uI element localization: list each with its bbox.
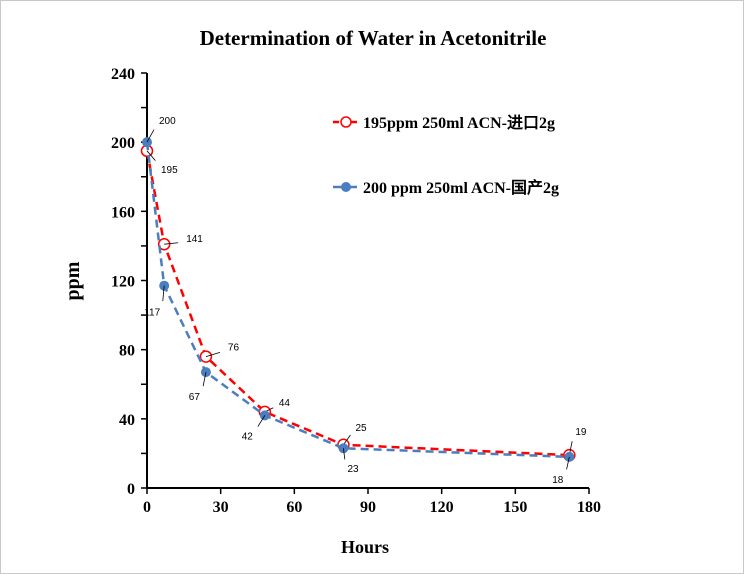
data-label: 23 (347, 464, 359, 475)
data-label: 67 (189, 392, 201, 403)
data-label-leader (205, 352, 221, 357)
series-line (145, 150, 570, 457)
data-label: 44 (279, 398, 291, 409)
data-label: 200 (159, 116, 176, 127)
y-tick-label: 120 (111, 274, 135, 291)
x-tick-label: 180 (577, 499, 601, 516)
x-tick-label: 60 (286, 499, 302, 516)
data-label: 25 (355, 423, 367, 434)
y-axis-label: ppm (62, 261, 84, 300)
data-label-leader (146, 150, 156, 161)
y-tick-label: 80 (119, 343, 135, 360)
data-label: 117 (144, 308, 160, 319)
data-label-leader (343, 448, 346, 460)
data-label-leader (566, 456, 570, 470)
legend-label: 195ppm 250ml ACN-进口2g (363, 114, 555, 132)
data-label: 141 (186, 234, 203, 245)
data-label-leader (343, 434, 351, 446)
x-tick-label: 90 (360, 499, 376, 516)
chart-title: Determination of Water in Acetonitrile (200, 26, 547, 50)
x-axis-label: Hours (341, 537, 389, 557)
legend-marker (340, 116, 352, 128)
y-tick-label: 240 (111, 66, 135, 83)
data-label-leader (164, 242, 179, 245)
data-label: 19 (575, 427, 587, 438)
x-tick-label: 150 (503, 499, 527, 516)
legend-marker (341, 182, 351, 192)
x-tick-label: 120 (430, 499, 454, 516)
data-label-leader (162, 285, 165, 302)
data-label-leader (257, 415, 266, 427)
data-label: 42 (242, 431, 254, 442)
data-label: 18 (552, 475, 564, 486)
y-tick-label: 160 (111, 204, 135, 221)
y-tick-label: 200 (111, 135, 135, 152)
series-1: 200 117 67 42 23 18 (142, 116, 575, 486)
series-line (145, 142, 570, 459)
data-label: 76 (228, 343, 240, 354)
y-tick-label: 40 (119, 412, 135, 429)
data-label-leader (146, 129, 155, 143)
y-tick-label: 0 (127, 481, 135, 498)
legend-label: 200 ppm 250ml ACN-国产2g (363, 178, 559, 197)
data-label: 195 (161, 165, 178, 176)
x-tick-label: 0 (143, 499, 151, 516)
x-tick-label: 30 (213, 499, 229, 516)
data-label-leader (202, 372, 207, 387)
